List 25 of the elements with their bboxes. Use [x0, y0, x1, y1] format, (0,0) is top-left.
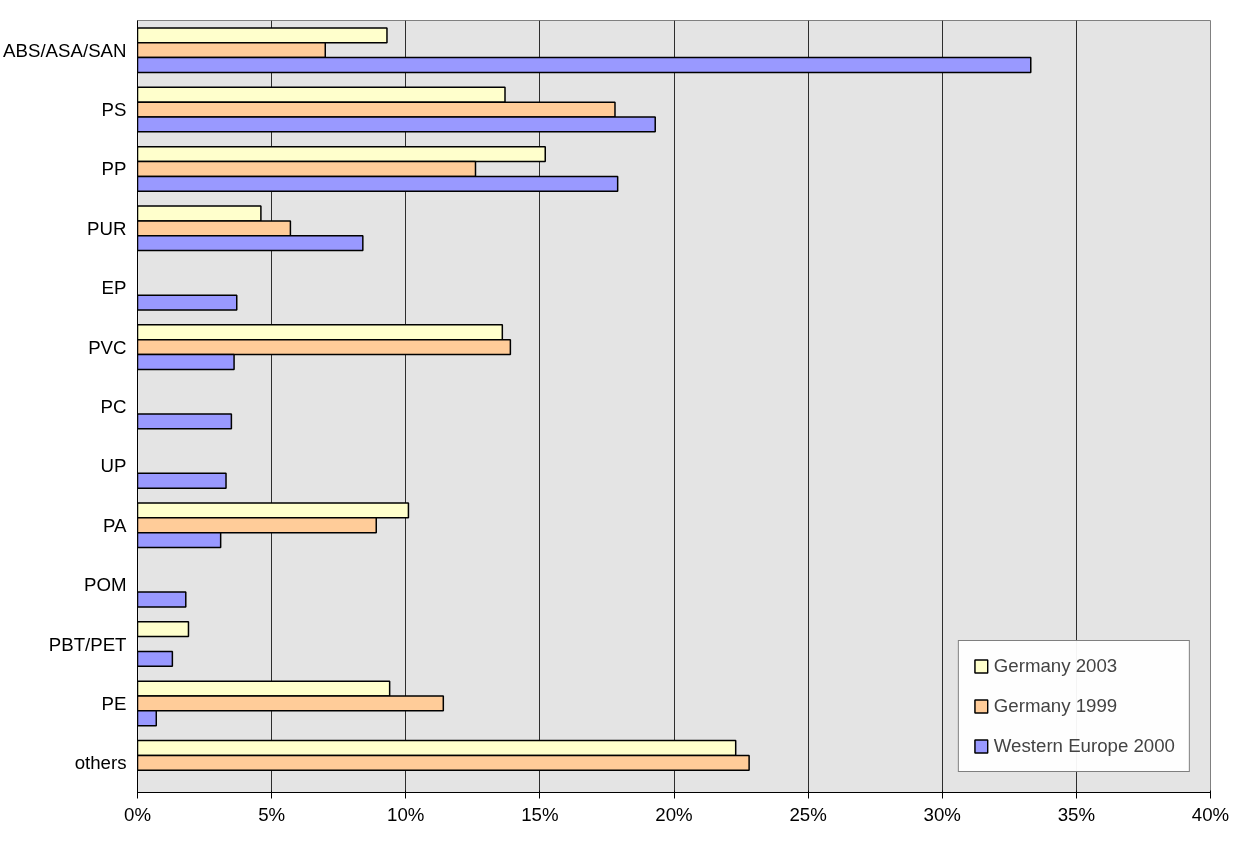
legend-label: Germany 2003	[993, 655, 1118, 677]
y-tick-label: POM	[84, 574, 127, 596]
y-tick-label: PA	[103, 514, 128, 536]
x-tick-label: 35%	[1057, 803, 1096, 825]
x-tick-label: 5%	[258, 803, 286, 825]
y-tick-label: PVC	[88, 336, 127, 358]
x-tick-label: 15%	[521, 803, 559, 825]
y-tick-label: EP	[101, 277, 127, 299]
x-tick-label: 10%	[387, 803, 425, 825]
x-tick-label: 30%	[923, 803, 961, 825]
y-tick-label: PC	[100, 396, 127, 417]
y-tick-label: ABS/ASA/SAN	[3, 39, 127, 61]
y-tick-label: PP	[101, 158, 127, 180]
y-tick-label: UP	[100, 455, 127, 477]
y-tick-label: PBT/PET	[48, 633, 127, 655]
x-tick-label: 25%	[789, 803, 827, 825]
y-tick-label: PUR	[87, 217, 127, 239]
legend-label: Western Europe 2000	[993, 735, 1175, 757]
y-tick-label: PS	[101, 99, 127, 121]
y-tick-label: others	[74, 752, 127, 774]
y-tick-label: PE	[101, 692, 127, 714]
x-tick-label: 20%	[655, 803, 693, 825]
x-tick-label: 40%	[1191, 803, 1230, 825]
x-tick-label: 0%	[124, 803, 151, 825]
legend-label: Germany 1999	[993, 695, 1118, 717]
